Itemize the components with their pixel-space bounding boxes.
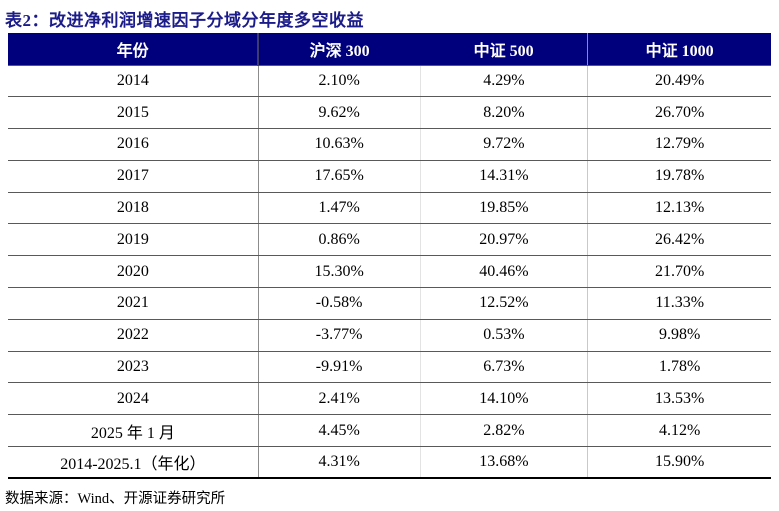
return-value-cell: 9.98% [587, 319, 771, 352]
return-value-cell: 20.97% [419, 223, 588, 257]
return-value-cell: 20.49% [587, 65, 771, 98]
year-cell: 2023 [8, 351, 259, 384]
table-title: 表2：改进净利润增速因子分域分年度多空收益 [5, 11, 364, 30]
return-value-cell: 12.52% [419, 287, 588, 320]
return-value-cell: -0.58% [257, 287, 420, 320]
return-value-cell: 1.78% [587, 351, 771, 384]
return-value-cell: 9.72% [419, 128, 588, 161]
table-body: 2014 2.10% 4.29% 20.49% 2015 9.62% 8.20% 26.70%… [8, 65, 771, 480]
return-value-cell: 40.46% [419, 255, 588, 289]
column-header-zz500: 中证 500 [420, 33, 588, 66]
table-row: 2014 2.10% 4.29% 20.49% [8, 65, 771, 98]
year-cell: 2014-2025.1（年化） [8, 446, 259, 480]
return-value-cell: 8.20% [419, 96, 588, 130]
returns-table: 年份 沪深 300 中证 500 中证 1000 2014 2.10% 4.29% 2… [8, 33, 771, 480]
return-value-cell: 2.41% [257, 382, 420, 416]
return-value-cell: 26.42% [587, 223, 771, 257]
return-value-cell: 26.70% [587, 96, 771, 130]
table-row: 2017 17.65% 14.31% 19.78% [8, 160, 771, 193]
table-row: 2022 -3.77% 0.53% 9.98% [8, 319, 771, 352]
table-row: 2021 -0.58% 12.52% 11.33% [8, 287, 771, 320]
table-row: 2019 0.86% 20.97% 26.42% [8, 223, 771, 257]
return-value-cell: 11.33% [587, 287, 771, 320]
return-value-cell: 12.79% [587, 128, 771, 161]
year-cell: 2015 [8, 96, 259, 130]
table-row: 2018 1.47% 19.85% 12.13% [8, 192, 771, 225]
year-cell: 2022 [8, 319, 259, 352]
year-cell: 2021 [8, 287, 259, 320]
return-value-cell: 6.73% [419, 351, 588, 384]
table-row: 2020 15.30% 40.46% 21.70% [8, 255, 771, 289]
return-value-cell: -3.77% [257, 319, 420, 352]
return-value-cell: 19.78% [587, 160, 771, 193]
return-value-cell: 13.68% [419, 446, 588, 480]
return-value-cell: 9.62% [257, 96, 420, 130]
return-value-cell: 17.65% [257, 160, 420, 193]
table-row: 2023 -9.91% 6.73% 1.78% [8, 351, 771, 384]
return-value-cell: 4.29% [419, 65, 588, 98]
return-value-cell: 10.63% [257, 128, 420, 161]
year-cell: 2025 年 1 月 [8, 414, 259, 448]
return-value-cell: 0.53% [419, 319, 588, 352]
return-value-cell: 1.47% [257, 192, 420, 225]
column-header-zz1000: 中证 1000 [587, 33, 771, 66]
return-value-cell: 2.82% [419, 414, 588, 448]
return-value-cell: 15.90% [587, 446, 771, 480]
return-value-cell: 4.12% [587, 414, 771, 448]
year-cell: 2018 [8, 192, 259, 225]
return-value-cell: 13.53% [587, 382, 771, 416]
table-row: 2016 10.63% 9.72% 12.79% [8, 128, 771, 161]
return-value-cell: 15.30% [257, 255, 420, 289]
year-cell: 2024 [8, 382, 259, 416]
return-value-cell: 4.45% [257, 414, 420, 448]
year-cell: 2017 [8, 160, 259, 193]
table-row: 2025 年 1 月 4.45% 2.82% 4.12% [8, 414, 771, 448]
return-value-cell: 0.86% [257, 223, 420, 257]
table-row: 2024 2.41% 14.10% 13.53% [8, 382, 771, 416]
year-cell: 2016 [8, 128, 259, 161]
year-cell: 2019 [8, 223, 259, 257]
year-cell: 2014 [8, 65, 259, 98]
return-value-cell: 21.70% [587, 255, 771, 289]
return-value-cell: 14.31% [419, 160, 588, 193]
return-value-cell: -9.91% [257, 351, 420, 384]
table-header: 年份 沪深 300 中证 500 中证 1000 [8, 33, 771, 66]
return-value-cell: 4.31% [257, 446, 420, 480]
return-value-cell: 2.10% [257, 65, 420, 98]
table-row: 2014-2025.1（年化） 4.31% 13.68% 15.90% [8, 446, 771, 480]
data-source-note: 数据来源：Wind、开源证券研究所 [5, 491, 226, 507]
header-row: 年份 沪深 300 中证 500 中证 1000 [8, 33, 771, 66]
table-row: 2015 9.62% 8.20% 26.70% [8, 96, 771, 130]
return-value-cell: 12.13% [587, 192, 771, 225]
column-header-hs300: 沪深 300 [257, 33, 420, 66]
year-cell: 2020 [8, 255, 259, 289]
return-value-cell: 14.10% [419, 382, 588, 416]
return-value-cell: 19.85% [419, 192, 588, 225]
column-header-year: 年份 [8, 33, 259, 66]
